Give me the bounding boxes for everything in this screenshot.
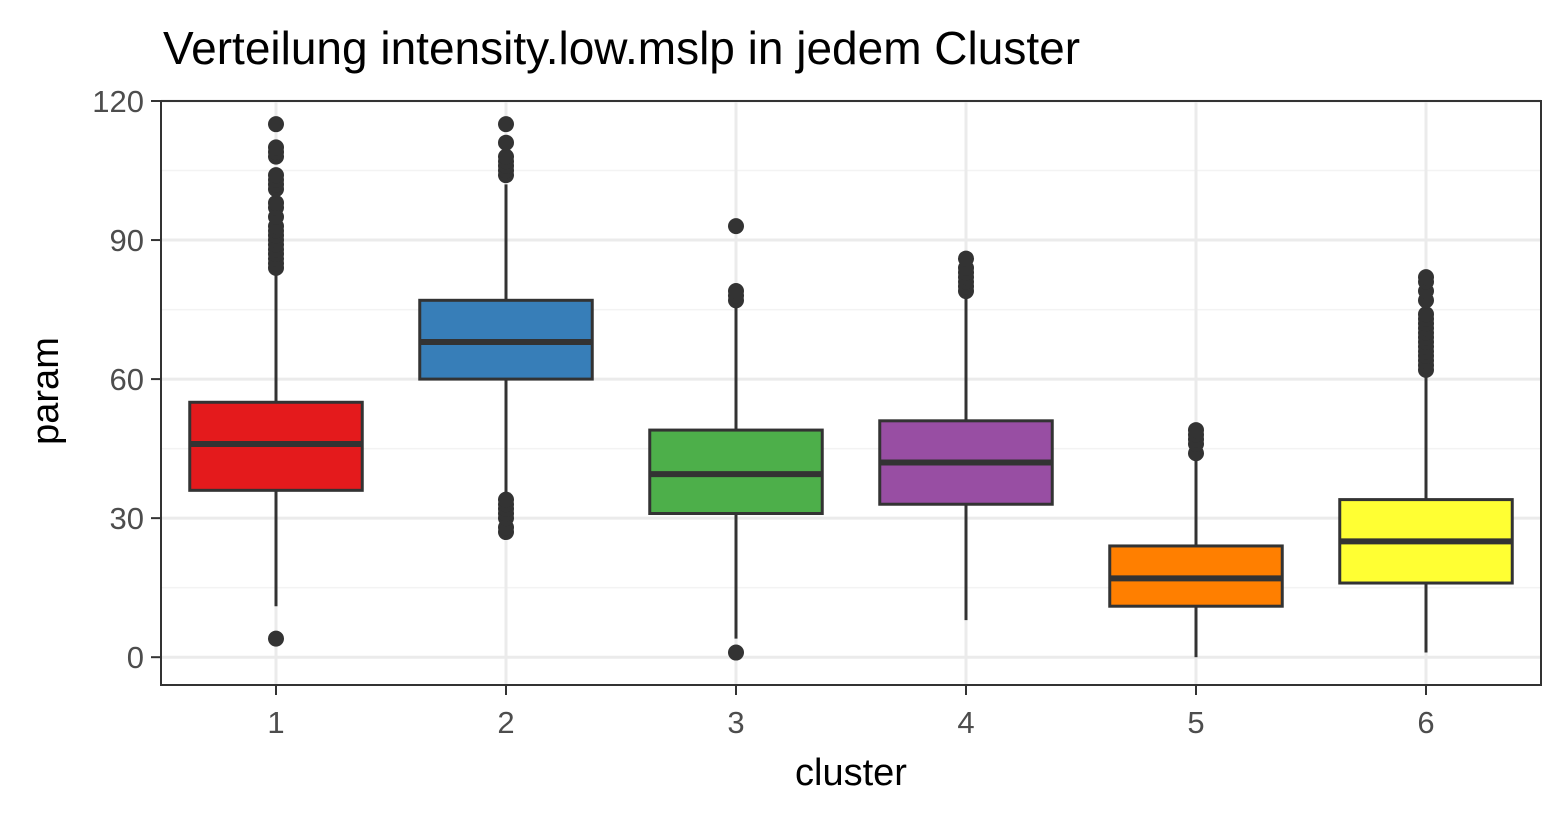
y-tick-label: 90 xyxy=(110,223,144,258)
plot-panel xyxy=(160,99,1542,686)
x-tick-label: 4 xyxy=(957,705,974,740)
outlier-point xyxy=(268,167,284,184)
x-tick-label: 3 xyxy=(727,705,744,740)
x-tick-label: 6 xyxy=(1417,705,1434,740)
box-cluster-4 xyxy=(878,250,1054,621)
x-tick-label: 2 xyxy=(497,705,514,740)
box-cluster-2 xyxy=(418,116,594,541)
outlier-point xyxy=(268,116,284,133)
outlier-point xyxy=(958,250,974,267)
y-tick-label: 120 xyxy=(92,84,144,119)
outlier-point xyxy=(498,116,514,133)
outlier-point xyxy=(268,630,284,647)
panel-border xyxy=(160,100,1542,686)
outlier-point xyxy=(268,194,284,211)
outlier-point xyxy=(498,134,514,151)
outlier-point xyxy=(498,491,514,508)
y-tick-label: 0 xyxy=(127,640,144,675)
outlier-point xyxy=(728,283,744,300)
box-cluster-6 xyxy=(1338,269,1514,653)
outlier-point xyxy=(268,139,284,156)
x-tick-label: 5 xyxy=(1187,705,1204,740)
x-axis: 1 2 3 4 5 6 xyxy=(267,685,1435,740)
outlier-point xyxy=(1418,269,1434,286)
outlier-point xyxy=(498,148,514,165)
box-cluster-3 xyxy=(648,218,824,661)
outlier-point xyxy=(1188,422,1204,439)
box-cluster-1 xyxy=(188,116,364,647)
y-axis: 0 30 60 90 120 xyxy=(92,84,161,675)
outlier-point xyxy=(728,218,744,235)
outlier-point xyxy=(1418,306,1434,323)
box-cluster-5 xyxy=(1108,422,1284,658)
y-axis-title: param xyxy=(25,337,67,445)
chart-title: Verteilung intensity.low.mslp in jedem C… xyxy=(163,22,1080,74)
outlier-point xyxy=(728,644,744,661)
y-tick-label: 60 xyxy=(110,362,144,397)
x-axis-title: cluster xyxy=(795,752,907,794)
box-layer xyxy=(188,116,1514,661)
y-tick-label: 30 xyxy=(110,501,144,536)
x-tick-label: 1 xyxy=(267,705,284,740)
